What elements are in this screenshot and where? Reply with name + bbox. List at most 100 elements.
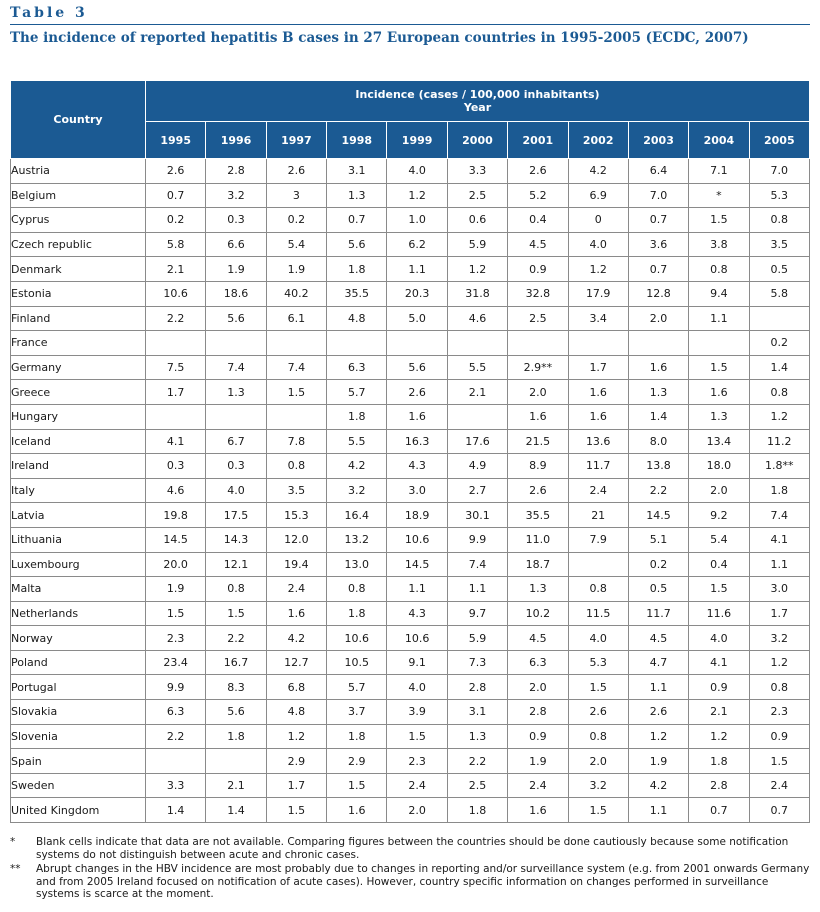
value-cell: 2.6 [386, 379, 448, 405]
table-row: Denmark 2.1 1.9 1.9 1.8 1.1 1.2 0.9 1.2 0.7 0.8 0.5 [10, 256, 811, 282]
value-cell: 5.6 [205, 305, 267, 332]
country-cell: Austria [10, 158, 146, 184]
value-cell: 1.2 [688, 723, 750, 750]
table-title: The incidence of reported hepatitis B ca… [10, 30, 749, 46]
table-row: Belgium 0.7 3.2 3 1.3 1.2 2.5 5.2 6.9 7.0 * 5.3 [10, 182, 811, 209]
value-cell: 4.6 [144, 477, 207, 504]
year-header-cell: 2005 [748, 121, 811, 159]
value-cell: 6.6 [205, 231, 267, 258]
value-cell: 4.8 [326, 305, 388, 332]
table-row: Cyprus 0.2 0.3 0.2 0.7 1.0 0.6 0.4 0 0.7 1.5 0.8 [10, 207, 811, 233]
value-cell: 18.6 [205, 280, 267, 307]
value-cell: * [688, 182, 750, 209]
value-cell: 1.5 [748, 748, 811, 774]
value-cell: 1.5 [205, 600, 267, 627]
value-cell: 12.0 [265, 526, 328, 553]
value-cell: 3.6 [627, 231, 690, 258]
value-cell: 9.4 [688, 280, 750, 307]
value-cell: 18.9 [386, 502, 448, 528]
value-cell: 6.1 [265, 305, 328, 332]
value-cell: 16.4 [326, 502, 388, 528]
value-cell: 1.9 [507, 748, 569, 774]
value-cell: 0.7 [144, 182, 207, 209]
value-cell: 2.6 [144, 158, 207, 184]
country-cell: Norway [10, 625, 146, 651]
table-row: Hungary 1.8 1.6 1.6 1.6 1.4 1.3 1.2 [10, 403, 811, 430]
value-cell: 6.4 [627, 158, 690, 184]
value-cell: 1.1 [446, 576, 509, 602]
year-header-cell: 2001 [507, 121, 569, 159]
value-cell: 4.2 [627, 772, 690, 799]
value-cell: 35.5 [326, 280, 388, 307]
value-cell: 1.4 [205, 797, 267, 824]
value-cell: 1.5 [144, 600, 207, 627]
value-cell: 0.8 [567, 576, 629, 602]
value-cell: 1.2 [567, 256, 629, 282]
value-cell: 9.9 [446, 526, 509, 553]
value-cell: 0.7 [688, 797, 750, 824]
value-cell: 2.2 [144, 305, 207, 332]
country-cell: Latvia [10, 502, 146, 528]
footnotes: * Blank cells indicate that data are not … [10, 836, 810, 903]
country-cell: Luxembourg [10, 551, 146, 578]
value-cell: 1.6 [627, 354, 690, 381]
value-cell: 1.6 [386, 403, 448, 430]
value-cell: 7.3 [446, 649, 509, 676]
value-cell [507, 330, 569, 356]
value-cell: 3.5 [265, 477, 328, 504]
value-cell: 0.7 [748, 797, 811, 824]
value-cell: 6.7 [205, 428, 267, 455]
value-cell: 19.4 [265, 551, 328, 578]
value-cell: 0.9 [688, 674, 750, 701]
value-cell: 8.3 [205, 674, 267, 701]
value-cell: 11.6 [688, 600, 750, 627]
value-cell: 5.9 [446, 625, 509, 651]
value-cell: 0.3 [144, 453, 207, 479]
value-cell: 5.3 [567, 649, 629, 676]
value-cell: 1.3 [688, 403, 750, 430]
value-cell: 5.0 [386, 305, 448, 332]
value-cell: 4.2 [567, 158, 629, 184]
value-cell: 4.0 [567, 231, 629, 258]
table-row: Netherlands 1.5 1.5 1.6 1.8 4.3 9.7 10.2 11.5 11.… [10, 600, 811, 627]
value-cell: 1.2 [386, 182, 448, 209]
value-cell: 32.8 [507, 280, 569, 307]
value-cell: 13.4 [688, 428, 750, 455]
country-cell: Sweden [10, 772, 146, 799]
value-cell: 0.9 [507, 256, 569, 282]
year-header-cell: 2002 [567, 121, 629, 159]
value-cell: 0.7 [627, 207, 690, 233]
value-cell [205, 330, 267, 356]
value-cell: 0.5 [627, 576, 690, 602]
value-cell: 1.5 [386, 723, 448, 750]
value-cell: 2.0 [507, 674, 569, 701]
value-cell [326, 330, 388, 356]
value-cell: 21 [567, 502, 629, 528]
value-cell: 3.4 [567, 305, 629, 332]
value-cell [386, 330, 448, 356]
value-cell [205, 748, 267, 774]
value-cell: 1.6 [567, 403, 629, 430]
value-cell [144, 403, 207, 430]
value-cell: 1.2 [627, 723, 690, 750]
value-cell [567, 551, 629, 578]
value-cell: 9.1 [386, 649, 448, 676]
value-cell: 1.3 [205, 379, 267, 405]
value-cell: 7.8 [265, 428, 328, 455]
value-cell: 35.5 [507, 502, 569, 528]
country-cell: Portugal [10, 674, 146, 701]
value-cell: 1.7 [748, 600, 811, 627]
value-cell: 2.4 [386, 772, 448, 799]
table-row: Slovakia 6.3 5.6 4.8 3.7 3.9 3.1 2.8 2.6 2.6 2.1 2.… [10, 699, 811, 725]
value-cell: 6.3 [507, 649, 569, 676]
table-row: France 0.2 [10, 330, 811, 356]
footnote-mark: ** [10, 863, 21, 875]
value-cell: 4.5 [507, 231, 569, 258]
value-cell: 5.6 [326, 231, 388, 258]
value-cell: 3.3 [144, 772, 207, 799]
value-cell: 1.1 [386, 256, 448, 282]
value-cell: 4.0 [567, 625, 629, 651]
table-row: Slovenia 2.2 1.8 1.2 1.8 1.5 1.3 0.9 0.8 1.2 1.2 0.… [10, 723, 811, 750]
value-cell: 2.4 [265, 576, 328, 602]
value-cell: 6.2 [386, 231, 448, 258]
